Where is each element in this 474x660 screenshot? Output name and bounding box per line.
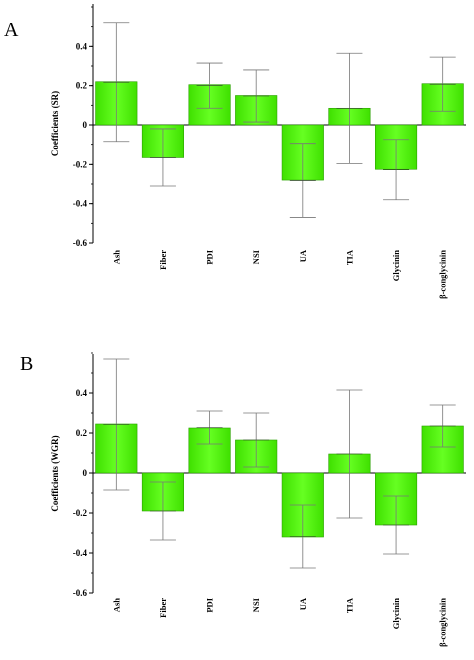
category-label: Fiber [158,598,168,618]
y-tick-label: -0.2 [73,508,88,518]
y-tick-label: 0.4 [76,388,88,398]
y-tick-label: -0.6 [73,238,88,248]
category-label: NSI [251,597,261,612]
category-label: TIA [344,597,354,613]
y-tick-label: -0.4 [73,199,88,209]
y-axis-title: Coefficients (SR) [50,91,60,156]
y-tick-label: -0.4 [73,548,88,558]
category-label: PDI [205,249,215,264]
category-label: β-conglycinin [438,250,448,299]
category-label: Glycinin [391,598,401,629]
y-tick-label: 0.2 [76,428,88,438]
panel-label: B [20,353,33,375]
category-label: Ash [111,250,121,264]
y-tick-label: 0.4 [76,41,88,51]
category-label: Fiber [158,250,168,270]
y-tick-label: 0 [83,468,88,478]
category-label: UA [298,597,308,610]
y-tick-label: -0.2 [73,159,88,169]
panel-b: B -0.6 -0.4 -0.2 0 0.2 0.4 Coefficients (WGR) As… [20,352,466,647]
category-label: β-conglycinin [438,598,448,647]
y-tick-label: 0 [83,120,88,130]
y-tick-label: 0.2 [76,81,88,91]
category-label: PDI [205,597,215,612]
panel-label: A [4,19,19,41]
y-tick-label: -0.6 [73,588,88,598]
category-label: TIA [344,249,354,265]
category-label: Ash [111,598,121,612]
category-label: Glycinin [391,250,401,281]
panel-a: A -0.6 -0.4 -0.2 0 0.2 0.4 Coefficients (SR) Ash… [4,4,466,299]
y-axis-title: Coefficients (WGR) [50,435,60,511]
category-label: NSI [251,249,261,264]
category-label: UA [298,249,308,262]
